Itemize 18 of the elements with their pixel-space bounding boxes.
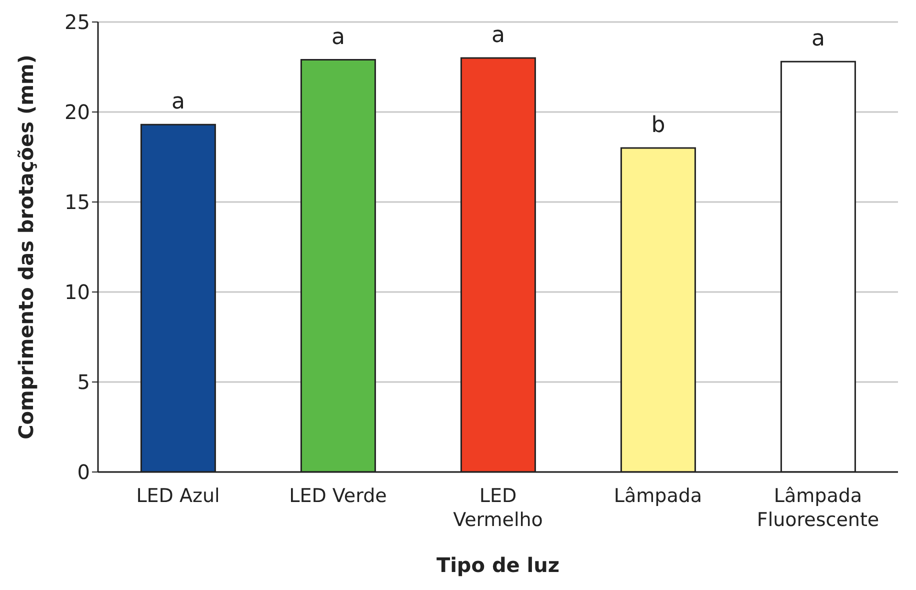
x-tick-label: Lâmpada bbox=[614, 485, 702, 507]
annotation: b bbox=[651, 113, 666, 138]
annotation: a bbox=[491, 23, 505, 48]
x-tick-label: Lâmpada Fluorescente bbox=[756, 485, 880, 531]
y-axis-title: Comprimento das brotações (mm) bbox=[14, 54, 38, 440]
x-tick-label: LED Azul bbox=[136, 485, 220, 507]
x-tick-label: LED Vermelho bbox=[453, 485, 543, 531]
y-tick-label: 25 bbox=[64, 10, 90, 34]
y-tick-label: 5 bbox=[77, 370, 90, 394]
y-tick-label: 15 bbox=[64, 190, 90, 214]
x-axis-title: Tipo de luz bbox=[436, 553, 560, 577]
y-tick-label: 10 bbox=[64, 280, 90, 304]
annotation: a bbox=[331, 24, 345, 50]
y-tick-label: 0 bbox=[77, 460, 90, 484]
annotation: a bbox=[811, 26, 825, 52]
y-tick-label: 20 bbox=[64, 100, 90, 124]
annotation: a bbox=[171, 90, 185, 115]
x-tick-label: LED Verde bbox=[289, 485, 387, 507]
